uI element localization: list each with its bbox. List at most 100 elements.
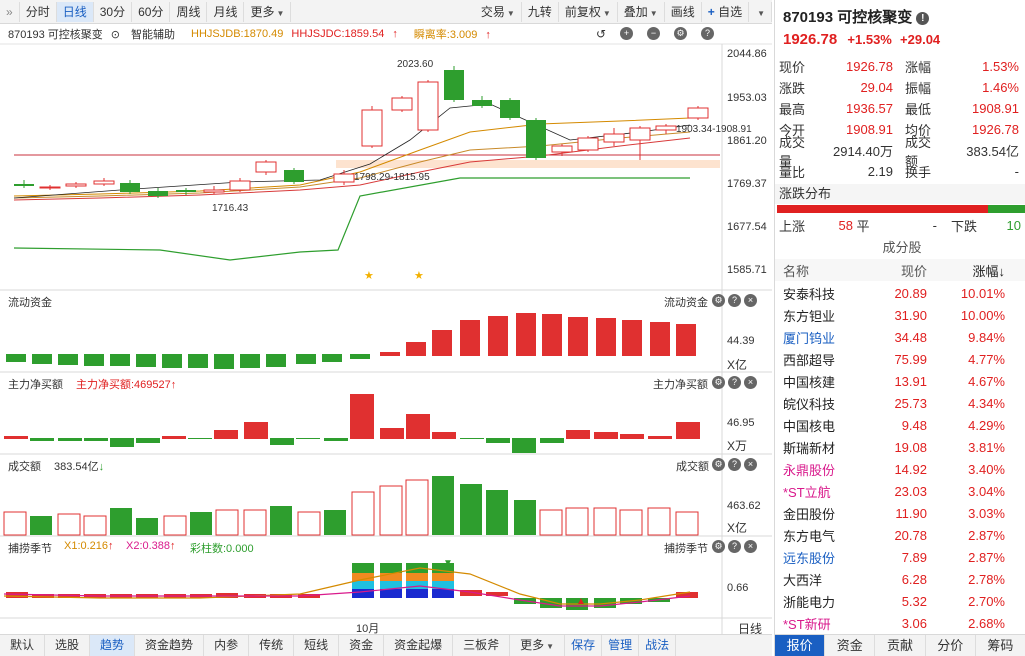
flow-bar bbox=[622, 320, 642, 356]
header-price[interactable]: 现价 bbox=[900, 263, 927, 279]
constituent-row[interactable]: 中国核建 13.91 4.67% bbox=[775, 370, 1025, 392]
volume-bar bbox=[136, 518, 158, 535]
volume-bar bbox=[351, 491, 375, 536]
flow-bar bbox=[6, 354, 26, 362]
bottom-tab-trend[interactable]: 趋势 bbox=[90, 635, 136, 656]
help-icon[interactable]: ? bbox=[728, 376, 741, 389]
tab-price-dist[interactable]: 分价 bbox=[925, 635, 976, 656]
constituent-row[interactable]: 浙能电力 5.32 2.70% bbox=[775, 590, 1025, 612]
bottom-tab-more[interactable]: 更多 ▼ bbox=[510, 635, 566, 656]
expand-icon[interactable]: » bbox=[0, 1, 20, 22]
zoom-in-icon[interactable]: + bbox=[620, 27, 633, 40]
tab-daily[interactable]: 日线 bbox=[56, 1, 94, 22]
close-icon[interactable]: × bbox=[744, 540, 757, 553]
flow-title: 流动资金 bbox=[8, 297, 52, 309]
tab-chips[interactable]: 筹码 bbox=[975, 635, 1025, 656]
help-icon[interactable]: ? bbox=[701, 27, 714, 40]
constituent-row[interactable]: 皖仪科技 25.73 4.34% bbox=[775, 392, 1025, 414]
info-icon[interactable]: ! bbox=[916, 11, 930, 25]
nine-turn-button[interactable]: 九转 bbox=[522, 1, 559, 22]
flow-bar bbox=[516, 313, 536, 356]
quote-key: 涨跌 bbox=[779, 81, 806, 96]
header-name[interactable]: 名称 bbox=[783, 263, 810, 279]
back-icon[interactable]: ↺ bbox=[595, 27, 606, 41]
close-icon[interactable]: × bbox=[744, 294, 757, 307]
tab-quote[interactable]: 报价 bbox=[775, 635, 826, 656]
tab-60min[interactable]: 60分 bbox=[132, 1, 171, 22]
bottom-tab-default[interactable]: 默认 bbox=[0, 635, 46, 656]
manage-button[interactable]: 管理 bbox=[602, 635, 640, 656]
watchlist-dropdown[interactable]: ▼ bbox=[749, 1, 772, 22]
tab-weekly[interactable]: 周线 bbox=[170, 1, 208, 22]
bottom-tab-inside[interactable]: 内参 bbox=[204, 635, 250, 656]
vol-value: 383.54亿↓ bbox=[54, 458, 104, 474]
season-axis: 0.66 bbox=[727, 582, 749, 594]
constituent-row[interactable]: 西部超导 75.99 4.77% bbox=[775, 348, 1025, 370]
header-change[interactable]: 涨幅↓ bbox=[972, 263, 1005, 279]
watchlist-button[interactable]: + 自选 bbox=[702, 1, 750, 22]
tab-intraday[interactable]: 分时 bbox=[20, 1, 57, 22]
settings-icon[interactable]: ⚙ bbox=[712, 458, 725, 471]
season-stack-orange bbox=[432, 573, 454, 581]
close-icon[interactable]: × bbox=[744, 458, 757, 471]
quote-panel: 870193 可控核聚变! 1926.78 +1.53% +29.04 现价 19… bbox=[774, 0, 1025, 656]
net-bar bbox=[270, 438, 294, 445]
overlay-button[interactable]: 叠加 ▼ bbox=[618, 1, 665, 22]
constituent-row[interactable]: *ST立航 23.03 3.04% bbox=[775, 480, 1025, 502]
constituent-price: 7.89 bbox=[901, 549, 927, 565]
tab-monthly[interactable]: 月线 bbox=[207, 1, 245, 22]
bottom-tab-fund-rise[interactable]: 资金起爆 bbox=[384, 635, 454, 656]
bottom-tab-fund-trend[interactable]: 资金趋势 bbox=[135, 635, 205, 656]
constituent-row[interactable]: 东方电气 20.78 2.87% bbox=[775, 524, 1025, 546]
tab-fund[interactable]: 资金 bbox=[825, 635, 876, 656]
tab-30min[interactable]: 30分 bbox=[94, 1, 133, 22]
settings-icon[interactable]: ⚙ bbox=[712, 540, 725, 553]
bottom-tab-shortline[interactable]: 短线 bbox=[294, 635, 340, 656]
strategy-button[interactable]: 战法 bbox=[639, 635, 677, 656]
net-bar bbox=[380, 428, 404, 439]
bottom-tab-fund[interactable]: 资金 bbox=[339, 635, 385, 656]
bottom-tab-classic[interactable]: 传统 bbox=[249, 635, 295, 656]
net-bar bbox=[512, 438, 536, 453]
settings-icon[interactable]: ⚙ bbox=[712, 294, 725, 307]
constituent-row[interactable]: 金田股份 11.90 3.03% bbox=[775, 502, 1025, 524]
constituent-name: 东方钽业 bbox=[783, 308, 836, 324]
constituent-row[interactable]: 安泰科技 20.89 10.01% bbox=[775, 282, 1025, 304]
bottom-tab-select[interactable]: 选股 bbox=[45, 635, 91, 656]
constituent-row[interactable]: 厦门钨业 34.48 9.84% bbox=[775, 326, 1025, 348]
smart-assist-toggle[interactable]: ⊙ 智能辅助 bbox=[111, 26, 183, 42]
constituent-price: 23.03 bbox=[894, 483, 927, 499]
settings-icon[interactable]: ⚙ bbox=[712, 376, 725, 389]
bottom-tab-three-axes[interactable]: 三板斧 bbox=[453, 635, 511, 656]
zoom-out-icon[interactable]: − bbox=[647, 27, 660, 40]
close-icon[interactable]: × bbox=[744, 376, 757, 389]
help-icon[interactable]: ? bbox=[728, 294, 741, 307]
volume-bar bbox=[405, 479, 429, 536]
trade-button[interactable]: 交易 ▼ bbox=[475, 1, 522, 22]
help-icon[interactable]: ? bbox=[728, 540, 741, 553]
constituent-row[interactable]: *ST新研 3.06 2.68% bbox=[775, 612, 1025, 634]
candle-body bbox=[333, 173, 355, 183]
constituent-row[interactable]: 中国核电 9.48 4.29% bbox=[775, 414, 1025, 436]
net-bar bbox=[4, 436, 28, 439]
season-stack-orange bbox=[406, 573, 428, 581]
net-bar bbox=[406, 414, 430, 439]
season-x1: X1:0.216↑ bbox=[64, 540, 114, 552]
constituent-row[interactable]: 远东股份 7.89 2.87% bbox=[775, 546, 1025, 568]
volume-bar bbox=[57, 513, 81, 536]
constituent-row[interactable]: 斯瑞新材 19.08 3.81% bbox=[775, 436, 1025, 458]
candle-body bbox=[229, 180, 251, 191]
settings-icon[interactable]: ⚙ bbox=[674, 27, 687, 40]
tab-more[interactable]: 更多 ▼ bbox=[244, 1, 292, 22]
constituent-change: 4.29% bbox=[968, 417, 1005, 433]
tab-contribution[interactable]: 贡献 bbox=[875, 635, 926, 656]
constituent-row[interactable]: 东方钽业 31.90 10.00% bbox=[775, 304, 1025, 326]
adjust-button[interactable]: 前复权 ▼ bbox=[559, 1, 618, 22]
help-icon[interactable]: ? bbox=[728, 458, 741, 471]
constituent-row[interactable]: 永鼎股份 14.92 3.40% bbox=[775, 458, 1025, 480]
constituent-row[interactable]: 大西洋 6.28 2.78% bbox=[775, 568, 1025, 590]
indicator-bar: 默认 选股 趋势 资金趋势 内参 传统 短线 资金 资金起爆 三板斧 更多 ▼ 保… bbox=[0, 634, 772, 656]
volume-bar bbox=[190, 512, 212, 535]
draw-button[interactable]: 画线 bbox=[665, 1, 702, 22]
save-button[interactable]: 保存 bbox=[565, 635, 603, 656]
